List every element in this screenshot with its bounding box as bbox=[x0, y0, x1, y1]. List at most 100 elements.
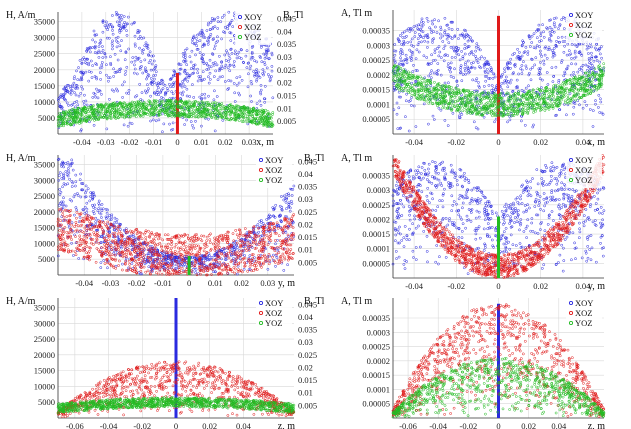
point bbox=[67, 103, 70, 107]
point bbox=[218, 75, 222, 79]
x-tick-label: 0.02 bbox=[234, 278, 249, 288]
point bbox=[77, 66, 80, 69]
point bbox=[216, 20, 220, 24]
point bbox=[107, 79, 110, 83]
x-tick-label: -0.01 bbox=[145, 137, 163, 147]
point bbox=[216, 27, 220, 30]
point bbox=[103, 24, 107, 28]
point bbox=[223, 31, 227, 34]
legend-label: XOY bbox=[575, 10, 593, 20]
point bbox=[126, 15, 130, 19]
point bbox=[226, 51, 229, 55]
point bbox=[247, 72, 250, 76]
point bbox=[196, 79, 200, 83]
point bbox=[253, 59, 256, 63]
point bbox=[224, 63, 228, 67]
point bbox=[104, 20, 108, 24]
y2-tick-label: 0.015 bbox=[298, 232, 317, 242]
point bbox=[237, 91, 240, 95]
point bbox=[125, 65, 129, 69]
point bbox=[119, 49, 123, 53]
point bbox=[121, 83, 124, 87]
point bbox=[237, 81, 241, 85]
point bbox=[179, 91, 183, 95]
point bbox=[179, 63, 183, 67]
y-tick-label: 5000 bbox=[38, 254, 55, 264]
point bbox=[263, 63, 267, 66]
point bbox=[193, 63, 197, 67]
point bbox=[110, 88, 114, 92]
point bbox=[100, 63, 104, 67]
point bbox=[120, 39, 123, 42]
point bbox=[188, 74, 192, 78]
point bbox=[115, 87, 118, 91]
point bbox=[138, 35, 142, 38]
y2-tick-label: 0.005 bbox=[277, 116, 296, 126]
x-tick-label: 0 bbox=[496, 137, 500, 147]
point bbox=[111, 29, 114, 32]
y-tick-label: 0.0003 bbox=[367, 40, 390, 50]
point bbox=[188, 55, 192, 59]
point bbox=[149, 119, 152, 123]
point bbox=[199, 34, 203, 37]
x-tick-label: 0 bbox=[175, 137, 179, 147]
series-xoy bbox=[57, 10, 275, 134]
point bbox=[109, 61, 112, 65]
point bbox=[262, 60, 266, 64]
point bbox=[82, 102, 86, 106]
point bbox=[215, 95, 219, 98]
point bbox=[147, 87, 150, 91]
point bbox=[108, 23, 112, 26]
point bbox=[255, 68, 258, 71]
point bbox=[169, 85, 173, 89]
point bbox=[203, 36, 207, 39]
point bbox=[193, 42, 197, 45]
point bbox=[125, 34, 129, 37]
point bbox=[191, 41, 194, 44]
y2-axis-title: B, Tl bbox=[304, 153, 325, 164]
point bbox=[76, 103, 80, 107]
point bbox=[100, 92, 103, 96]
point bbox=[200, 28, 204, 32]
point bbox=[112, 67, 115, 71]
point bbox=[65, 101, 69, 105]
point bbox=[158, 82, 162, 85]
point bbox=[162, 122, 166, 126]
point bbox=[84, 70, 88, 74]
point bbox=[140, 65, 143, 68]
point bbox=[154, 70, 158, 74]
point bbox=[111, 44, 115, 48]
point bbox=[72, 81, 76, 85]
point bbox=[155, 89, 159, 93]
point bbox=[137, 37, 140, 41]
point bbox=[98, 66, 102, 70]
point bbox=[105, 127, 109, 131]
point bbox=[171, 128, 175, 131]
point bbox=[259, 92, 263, 96]
point bbox=[78, 59, 82, 62]
y2-tick-label: 0.01 bbox=[298, 245, 313, 255]
point bbox=[202, 33, 205, 37]
point bbox=[206, 42, 210, 46]
point bbox=[150, 54, 154, 58]
y2-tick-label: 0.04 bbox=[298, 169, 314, 179]
point bbox=[79, 92, 83, 95]
point bbox=[80, 75, 84, 79]
point bbox=[123, 58, 127, 62]
point bbox=[262, 97, 266, 101]
point bbox=[213, 129, 217, 133]
point bbox=[207, 75, 210, 79]
point bbox=[57, 97, 60, 101]
point bbox=[181, 80, 184, 83]
point bbox=[246, 61, 250, 65]
x-axis-title: x, m bbox=[256, 137, 274, 148]
point bbox=[210, 16, 214, 20]
point bbox=[215, 63, 219, 67]
point bbox=[170, 90, 174, 94]
point bbox=[95, 33, 99, 37]
point bbox=[226, 66, 230, 70]
point bbox=[200, 57, 203, 60]
point bbox=[185, 118, 188, 122]
point bbox=[71, 85, 75, 89]
